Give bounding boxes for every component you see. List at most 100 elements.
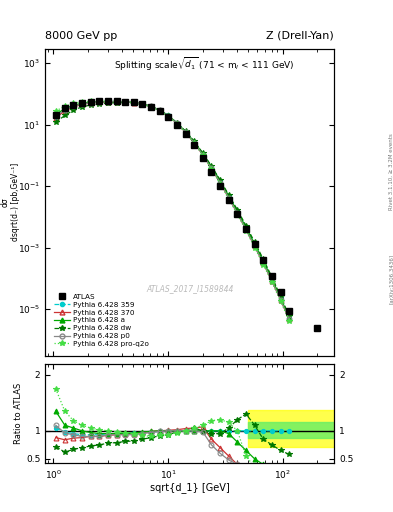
Pythia 6.428 pro-q2o (226, 196, 231, 202)
Pythia 6.428 a (80, 100, 84, 106)
Pythia 6.428 a (114, 98, 119, 104)
Pythia 6.428 pro-q2o (200, 153, 205, 159)
Pythia 6.428 pro-q2o (278, 298, 283, 304)
Pythia 6.428 p0 (97, 99, 102, 105)
Pythia 6.428 a (62, 106, 67, 112)
Line: Pythia 6.428 p0: Pythia 6.428 p0 (53, 99, 292, 322)
ATLAS (270, 273, 274, 279)
Pythia 6.428 p0 (123, 99, 127, 105)
Pythia 6.428 359 (287, 315, 292, 321)
Pythia 6.428 p0 (183, 129, 188, 135)
ATLAS (278, 289, 283, 295)
Pythia 6.428 p0 (80, 101, 84, 107)
Pythia 6.428 p0 (252, 243, 257, 249)
ATLAS (53, 113, 58, 119)
Pythia 6.428 a (97, 99, 102, 105)
X-axis label: sqrt{d_1} [GeV]: sqrt{d_1} [GeV] (150, 482, 230, 493)
Pythia 6.428 359 (270, 276, 274, 282)
Pythia 6.428 a (244, 224, 248, 230)
Pythia 6.428 a (209, 164, 214, 170)
Pythia 6.428 pro-q2o (166, 114, 171, 120)
Text: Rivet 3.1.10, ≥ 3.2M events: Rivet 3.1.10, ≥ 3.2M events (389, 133, 393, 210)
Pythia 6.428 370 (157, 107, 162, 113)
Pythia 6.428 359 (278, 295, 283, 301)
Pythia 6.428 359 (149, 103, 153, 110)
Pythia 6.428 p0 (174, 120, 179, 126)
Pythia 6.428 359 (209, 164, 214, 170)
Pythia 6.428 p0 (62, 107, 67, 113)
Pythia 6.428 a (174, 120, 179, 126)
Pythia 6.428 pro-q2o (270, 279, 274, 285)
Pythia 6.428 pro-q2o (157, 108, 162, 114)
Pythia 6.428 359 (174, 120, 179, 126)
Pythia 6.428 pro-q2o (140, 101, 145, 107)
Pythia 6.428 pro-q2o (123, 99, 127, 105)
Pythia 6.428 dw (235, 207, 240, 213)
Pythia 6.428 370 (244, 226, 248, 232)
Pythia 6.428 p0 (192, 140, 196, 146)
Pythia 6.428 p0 (140, 101, 145, 107)
Pythia 6.428 pro-q2o (287, 317, 292, 324)
Pythia 6.428 dw (287, 313, 292, 319)
Pythia 6.428 370 (114, 99, 119, 105)
Pythia 6.428 359 (200, 151, 205, 157)
Pythia 6.428 dw (261, 256, 266, 262)
Pythia 6.428 pro-q2o (252, 245, 257, 251)
ATLAS (218, 183, 222, 189)
Pythia 6.428 p0 (166, 113, 171, 119)
Pythia 6.428 dw (88, 102, 93, 108)
Pythia 6.428 p0 (244, 226, 248, 232)
Pythia 6.428 dw (218, 177, 222, 183)
Pythia 6.428 359 (226, 193, 231, 199)
ATLAS (106, 98, 110, 104)
Pythia 6.428 p0 (261, 260, 266, 266)
Pythia 6.428 370 (174, 120, 179, 126)
Pythia 6.428 p0 (278, 297, 283, 303)
Legend: ATLAS, Pythia 6.428 359, Pythia 6.428 370, Pythia 6.428 a, Pythia 6.428 dw, Pyth: ATLAS, Pythia 6.428 359, Pythia 6.428 37… (52, 292, 151, 349)
ATLAS (123, 99, 127, 105)
Pythia 6.428 359 (183, 129, 188, 135)
Pythia 6.428 359 (192, 139, 196, 145)
Pythia 6.428 dw (209, 163, 214, 169)
Text: [arXiv:1306.3436]: [arXiv:1306.3436] (389, 254, 393, 304)
Pythia 6.428 370 (270, 278, 274, 284)
ATLAS (200, 155, 205, 161)
Pythia 6.428 pro-q2o (261, 262, 266, 268)
Pythia 6.428 a (123, 99, 127, 105)
Pythia 6.428 359 (53, 114, 58, 120)
Pythia 6.428 pro-q2o (183, 130, 188, 136)
Pythia 6.428 370 (166, 113, 171, 119)
Pythia 6.428 359 (166, 113, 171, 119)
ATLAS (80, 100, 84, 106)
Pythia 6.428 dw (140, 101, 145, 108)
Pythia 6.428 p0 (226, 195, 231, 201)
Pythia 6.428 p0 (88, 100, 93, 106)
Pythia 6.428 a (106, 98, 110, 104)
Line: Pythia 6.428 370: Pythia 6.428 370 (53, 99, 292, 322)
Pythia 6.428 359 (88, 100, 93, 106)
Pythia 6.428 dw (53, 119, 58, 125)
Pythia 6.428 a (235, 208, 240, 215)
ATLAS (131, 99, 136, 105)
Pythia 6.428 pro-q2o (218, 181, 222, 187)
Pythia 6.428 370 (88, 100, 93, 106)
Pythia 6.428 pro-q2o (244, 227, 248, 233)
Pythia 6.428 dw (200, 150, 205, 156)
Pythia 6.428 a (71, 102, 76, 109)
ATLAS (88, 99, 93, 105)
Pythia 6.428 370 (209, 165, 214, 172)
Pythia 6.428 359 (97, 99, 102, 105)
Pythia 6.428 a (218, 178, 222, 184)
ATLAS (287, 308, 292, 314)
Pythia 6.428 dw (183, 128, 188, 134)
ATLAS (166, 114, 171, 120)
Pythia 6.428 359 (261, 258, 266, 264)
Pythia 6.428 dw (157, 108, 162, 114)
Pythia 6.428 a (200, 151, 205, 157)
Pythia 6.428 dw (62, 113, 67, 119)
Y-axis label: Ratio to ATLAS: Ratio to ATLAS (14, 383, 23, 444)
Pythia 6.428 a (261, 258, 266, 264)
Pythia 6.428 a (166, 113, 171, 119)
Pythia 6.428 pro-q2o (192, 140, 196, 146)
Pythia 6.428 p0 (53, 113, 58, 119)
